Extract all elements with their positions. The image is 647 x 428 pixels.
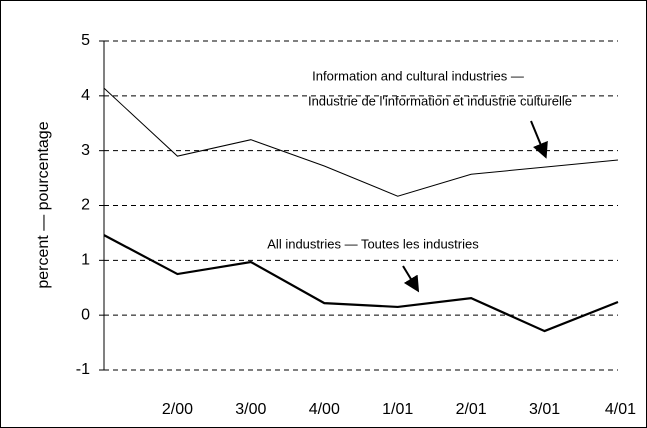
arrow [530, 120, 548, 159]
x-tick-label: 2/01 [456, 401, 487, 418]
series-line [103, 234, 619, 333]
y-axis-label: percent — pourcentage [35, 121, 52, 288]
x-tick-label: 2/00 [162, 401, 193, 418]
annotation: Industrie de l'information et industrie … [308, 93, 572, 108]
y-tick-label: 2 [81, 197, 90, 214]
y-tick-label: 0 [81, 306, 90, 323]
arrow [402, 265, 420, 293]
y-tick-label: 3 [81, 142, 90, 159]
annotation: All industries — Toutes les industries [267, 236, 479, 251]
y-tick-label: 5 [81, 32, 90, 49]
x-tick-label: 3/00 [235, 401, 266, 418]
annotation: Information and cultural industries — [312, 68, 524, 83]
x-tick-label: 1/01 [382, 401, 413, 418]
x-tick-label: 4/01 [605, 401, 636, 418]
y-tick-label: 4 [81, 87, 90, 104]
y-tick-label: 1 [81, 252, 90, 269]
x-tick-label: 3/01 [529, 401, 560, 418]
x-tick-label: 4/00 [309, 401, 340, 418]
y-tick-label: -1 [76, 361, 90, 378]
series-line [103, 87, 619, 197]
